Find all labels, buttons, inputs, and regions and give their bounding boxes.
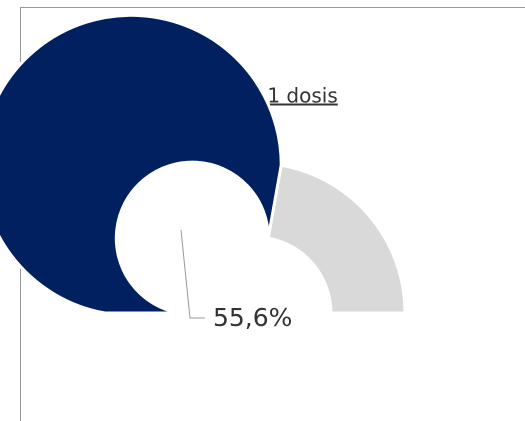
leader-line xyxy=(180,229,205,319)
gauge-segment xyxy=(266,163,407,315)
data-label: 55,6% xyxy=(213,303,292,332)
gauge-segment xyxy=(0,13,283,315)
